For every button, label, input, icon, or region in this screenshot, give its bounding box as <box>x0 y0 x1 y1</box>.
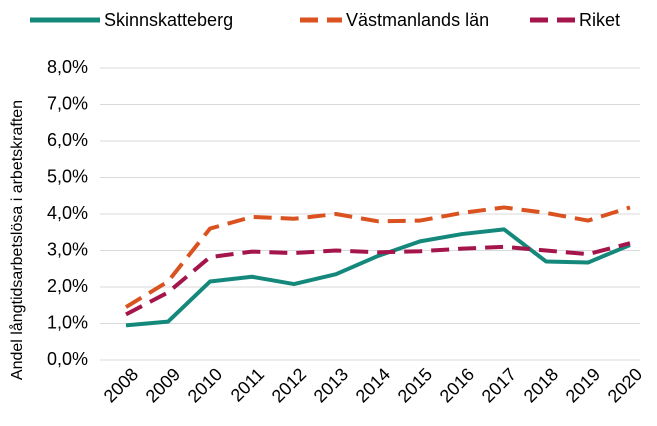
y-tick-label: 6,0% <box>47 130 88 150</box>
y-tick-label: 1,0% <box>47 312 88 332</box>
x-tick-label: 2014 <box>352 364 394 406</box>
line-series <box>125 241 631 317</box>
legend-label: Västmanlands län <box>346 10 489 30</box>
x-tick-label: 2016 <box>436 364 478 406</box>
x-tick-label: 2013 <box>310 364 352 406</box>
y-tick-label: 3,0% <box>47 239 88 259</box>
y-tick-label: 0,0% <box>47 349 88 369</box>
y-tick-label: 7,0% <box>47 93 88 113</box>
y-tick-label: 8,0% <box>47 57 88 77</box>
x-tick-label: 2011 <box>227 364 269 406</box>
x-tick-label: 2010 <box>184 364 226 406</box>
x-tick-label: 2012 <box>268 364 310 406</box>
x-tick-label: 2017 <box>478 364 520 406</box>
y-tick-label: 4,0% <box>47 203 88 223</box>
y-axis-label: Andel långtidsarbetslösa i arbetskraften <box>8 100 26 380</box>
x-tick-label: 2009 <box>142 364 184 406</box>
y-tick-label: 2,0% <box>47 276 88 296</box>
y-tick-label: 5,0% <box>47 166 88 186</box>
x-tick-label: 2019 <box>562 364 604 406</box>
legend-label: Skinnskatteberg <box>104 10 233 30</box>
line-series <box>124 205 631 309</box>
legend-label: Riket <box>579 10 620 30</box>
x-tick-label: 2020 <box>604 364 646 406</box>
x-tick-label: 2015 <box>394 364 436 406</box>
line-series <box>125 227 631 328</box>
x-tick-label: 2018 <box>520 364 562 406</box>
x-tick-label: 2008 <box>100 364 142 406</box>
